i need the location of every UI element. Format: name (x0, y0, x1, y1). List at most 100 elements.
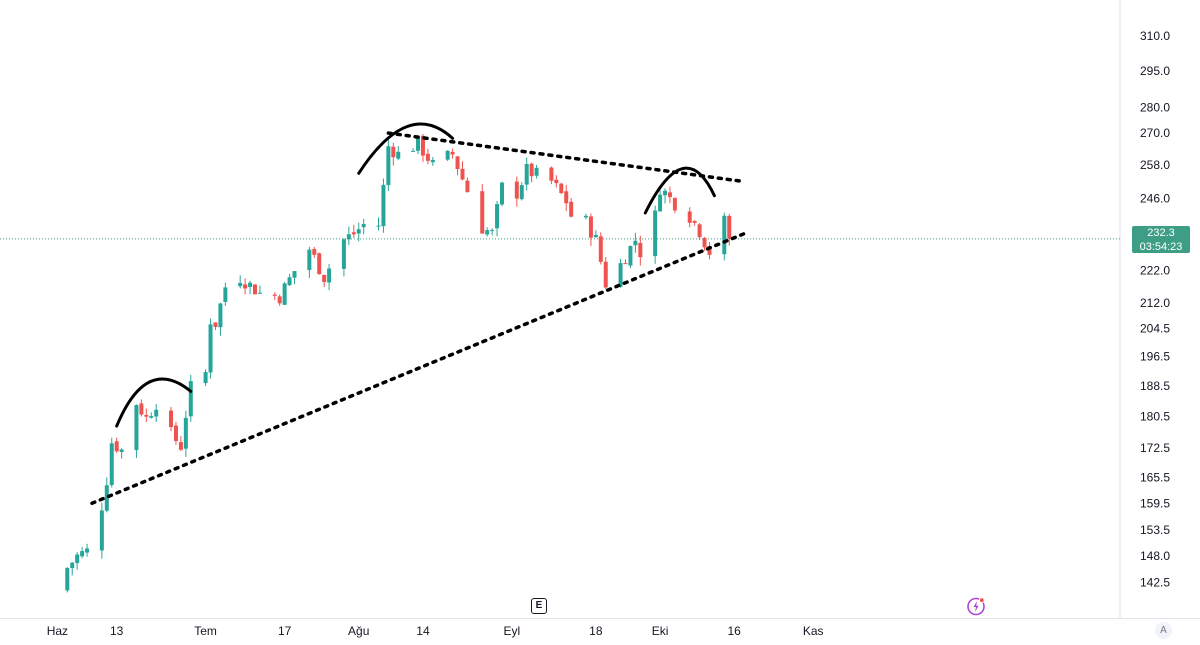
candle-body (327, 268, 332, 283)
candle (495, 200, 500, 237)
candle (322, 274, 327, 288)
candle (312, 246, 317, 258)
candle (524, 157, 529, 191)
time-tick-label: Kas (803, 624, 824, 638)
candle (425, 148, 430, 165)
candle-body (658, 194, 663, 212)
candle-body (588, 216, 593, 238)
candle (480, 184, 485, 234)
candle-body (603, 261, 608, 288)
price-tick-label: 280.0 (1140, 100, 1170, 114)
candle (376, 217, 381, 231)
price-tick-label: 246.0 (1140, 192, 1170, 206)
candle-body (490, 230, 495, 232)
price-tick-label: 196.5 (1140, 350, 1170, 364)
candle-body (346, 234, 351, 240)
candle (282, 281, 287, 305)
candle-body (554, 179, 559, 184)
candle (277, 294, 282, 306)
price-axis[interactable]: 310.0295.0280.0270.0258.0246.0234.0222.0… (1140, 29, 1170, 590)
candle-body (727, 215, 732, 239)
candle (154, 404, 159, 422)
candle-body (529, 163, 534, 177)
candle (667, 186, 672, 204)
candle (554, 175, 559, 188)
candle (583, 213, 588, 220)
candle (65, 567, 70, 593)
candle-body (564, 191, 569, 204)
candle (248, 280, 253, 294)
candle (598, 232, 603, 265)
candle-body (361, 224, 366, 228)
candle-body (628, 246, 633, 266)
time-tick-label: 17 (278, 624, 292, 638)
time-tick-label: Eki (652, 624, 669, 638)
candle (411, 148, 416, 152)
candle-body (248, 282, 253, 287)
time-axis[interactable]: Haz 13 Tem 17 Ağu 14 Eyl 18 Eki 16 Kas (47, 624, 824, 638)
candle-body (598, 236, 603, 262)
candle (663, 188, 668, 204)
candle-body (139, 403, 144, 415)
candle (697, 223, 702, 240)
candle (307, 246, 312, 278)
candle (500, 181, 504, 207)
time-tick-label: 14 (416, 624, 430, 638)
candle (722, 212, 727, 261)
candle-body (663, 190, 668, 196)
candle-body (134, 405, 139, 451)
candle-body (381, 184, 386, 227)
candle-body (425, 153, 430, 161)
candle-body (356, 229, 361, 234)
candle (144, 408, 149, 423)
candle (178, 435, 183, 451)
candle (346, 226, 351, 246)
candle (593, 230, 598, 238)
candle (208, 318, 213, 379)
candle-body (623, 263, 628, 265)
candle (327, 263, 332, 291)
price-tick-label: 153.5 (1140, 523, 1170, 537)
candle-body (480, 191, 485, 234)
candle (707, 242, 712, 260)
candle (183, 410, 188, 457)
candle (213, 322, 218, 330)
candle-body (500, 182, 504, 205)
descending-resistance-trendline (386, 131, 746, 184)
candle (287, 273, 292, 287)
candle-body (183, 417, 188, 449)
price-tick-label: 295.0 (1140, 64, 1170, 78)
candle (633, 232, 638, 253)
earnings-badge[interactable]: E (531, 598, 547, 614)
candle-body (416, 136, 421, 151)
lightning-event-icon[interactable] (966, 596, 986, 616)
candle (564, 184, 569, 212)
candle-body (519, 185, 524, 200)
candle (109, 437, 114, 488)
candle-body (223, 287, 228, 302)
candle-body (653, 210, 658, 257)
candle-body (420, 135, 425, 156)
candle (386, 138, 391, 192)
auto-scale-button[interactable]: A (1155, 622, 1172, 639)
candle-body (119, 449, 124, 452)
candle-body (534, 167, 539, 176)
candle-body (272, 294, 277, 296)
price-tick-label: 180.5 (1140, 409, 1170, 423)
candles-layer (65, 133, 732, 593)
candle (727, 213, 732, 246)
candle (272, 292, 277, 300)
time-tick-label: Tem (194, 624, 217, 638)
candle-body (178, 442, 183, 450)
candle-body (292, 271, 297, 278)
candle (638, 235, 643, 266)
price-tick-label: 188.5 (1140, 379, 1170, 393)
candle-body (667, 192, 672, 198)
candle-body (208, 324, 213, 373)
candle-body (430, 159, 435, 163)
candle (243, 278, 248, 295)
candle-body (672, 198, 677, 211)
candle-body (376, 225, 381, 227)
drawings-layer[interactable] (90, 122, 746, 506)
